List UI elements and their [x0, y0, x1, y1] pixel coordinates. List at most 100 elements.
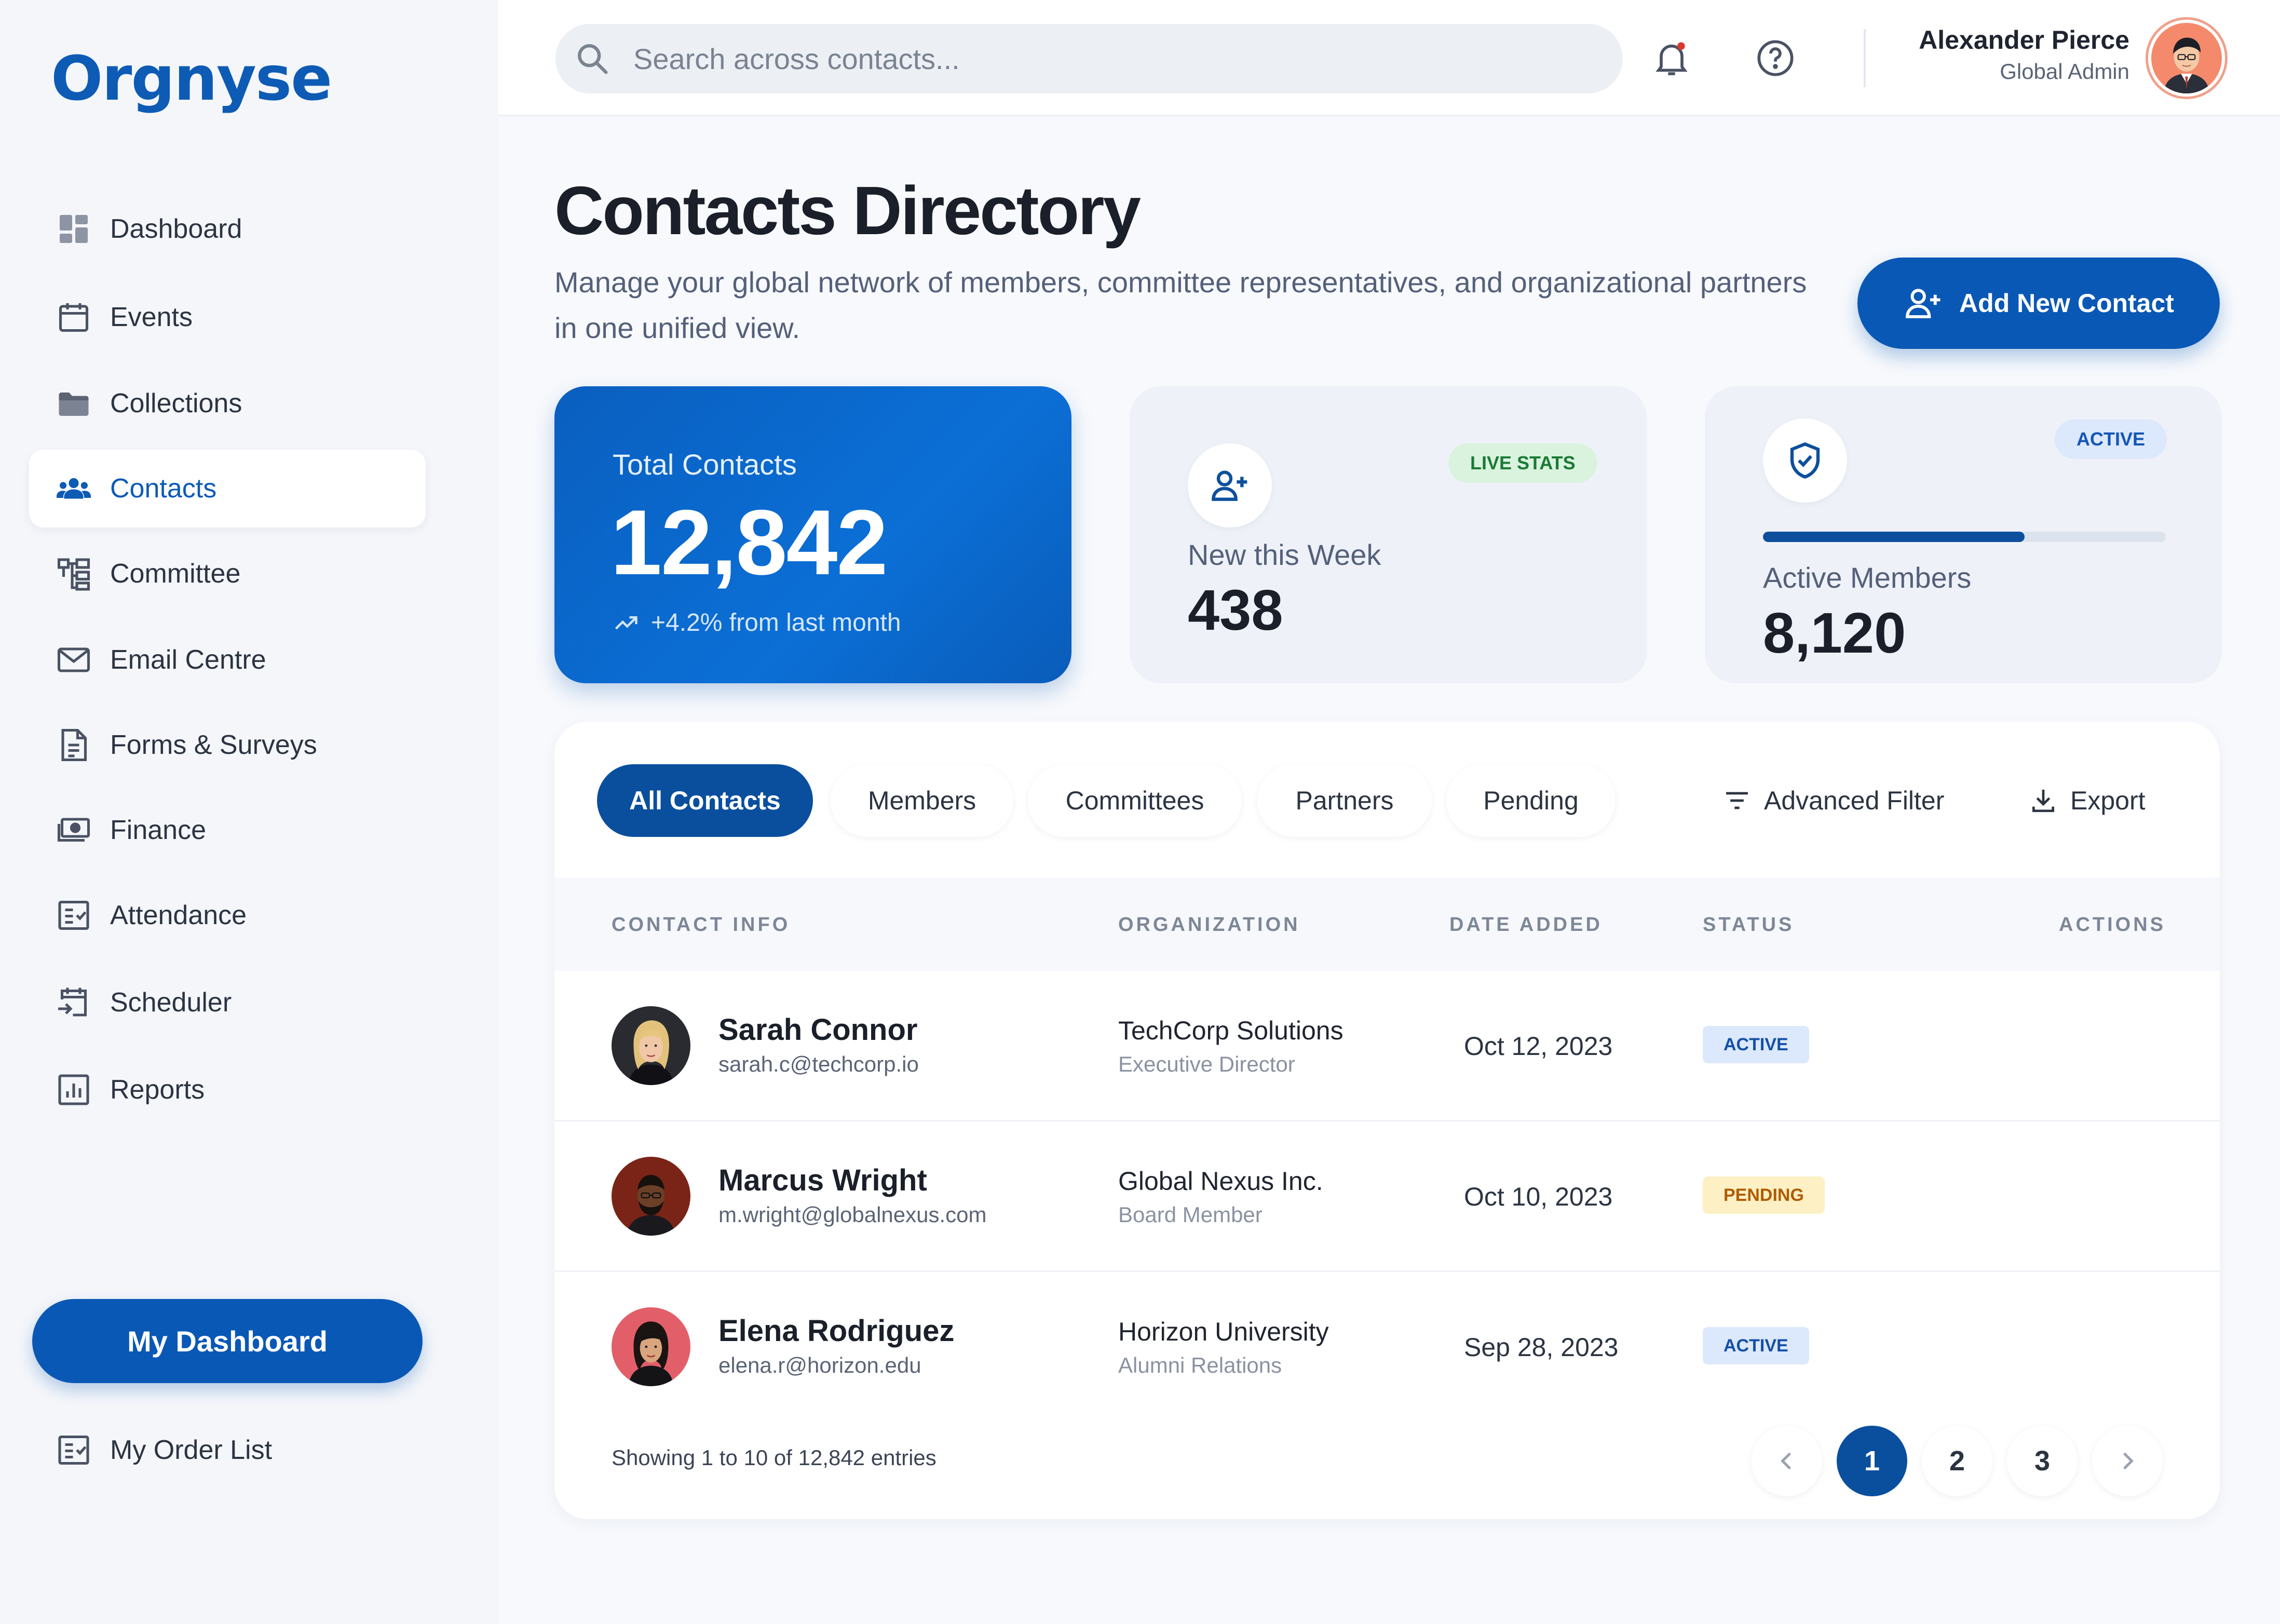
export-button[interactable]: Export: [2029, 780, 2146, 821]
date-added: Oct 10, 2023: [1464, 1182, 1613, 1211]
search-icon: [578, 44, 608, 74]
envelope-icon: [57, 647, 90, 672]
export-label: Export: [2070, 786, 2146, 815]
sidebar-item-label: Finance: [110, 815, 206, 845]
add-user-icon: [1906, 289, 1940, 318]
notification-bell-icon[interactable]: [1651, 37, 1692, 79]
tab-pending[interactable]: Pending: [1446, 764, 1616, 837]
sidebar-item-events[interactable]: Events: [29, 278, 426, 356]
organization-role: Alumni Relations: [1118, 1353, 1282, 1377]
page-button-3[interactable]: 3: [2007, 1426, 2078, 1496]
contacts-table-panel: All Contacts Members Committees Partners…: [554, 722, 2220, 1519]
live-stats-badge: LIVE STATS: [1448, 443, 1597, 483]
column-date-added[interactable]: DATE ADDED: [1449, 914, 1603, 936]
bar-report-icon: [58, 1074, 89, 1105]
tab-partners[interactable]: Partners: [1257, 764, 1432, 837]
sidebar: Orgnyse Dashboard Events Collections Con…: [0, 0, 498, 1624]
sidebar-item-label: Dashboard: [110, 214, 242, 244]
people-icon: [57, 478, 91, 499]
tab-members[interactable]: Members: [831, 764, 1013, 837]
new-this-week-card: LIVE STATS New this Week 438: [1130, 386, 1647, 683]
total-contacts-card: Total Contacts 12,842 +4.2% from last mo…: [554, 386, 1071, 683]
advanced-filter-label: Advanced Filter: [1764, 786, 1945, 815]
status-badge: ACTIVE: [1703, 1327, 1809, 1364]
folder-icon: [59, 393, 89, 416]
schedule-icon: [58, 987, 87, 1017]
advanced-filter-button[interactable]: Advanced Filter: [1722, 780, 1944, 821]
organization-role: Executive Director: [1118, 1052, 1295, 1076]
user-avatar[interactable]: [2148, 20, 2225, 97]
contact-email[interactable]: m.wright@globalnexus.com: [718, 1202, 987, 1227]
trend-text: +4.2% from last month: [651, 609, 901, 637]
table-row[interactable]: Marcus Wright m.wright@globalnexus.com G…: [554, 1121, 2220, 1272]
column-status[interactable]: STATUS: [1703, 914, 1795, 936]
new-this-week-label: New this Week: [1188, 538, 1381, 571]
total-contacts-value: 12,842: [610, 491, 888, 594]
brand-logo[interactable]: Orgnyse: [51, 43, 332, 114]
tab-committees[interactable]: Committees: [1028, 764, 1242, 837]
add-new-contact-button[interactable]: Add New Contact: [1857, 258, 2220, 349]
table-row[interactable]: Sarah Connor sarah.c@techcorp.io TechCor…: [554, 971, 2220, 1121]
sidebar-item-contacts[interactable]: Contacts: [29, 450, 426, 527]
divider: [1864, 29, 1866, 87]
sidebar-item-label: Events: [110, 302, 193, 332]
page-button-1[interactable]: 1: [1837, 1426, 1907, 1496]
download-icon: [2032, 790, 2054, 813]
help-icon[interactable]: [1755, 37, 1796, 79]
progress-fill: [1763, 532, 2025, 542]
column-organization[interactable]: ORGANIZATION: [1118, 914, 1300, 936]
total-contacts-label: Total Contacts: [613, 448, 797, 481]
sidebar-item-finance[interactable]: Finance: [29, 791, 426, 869]
search-placeholder: Search across contacts...: [633, 42, 960, 75]
contact-email[interactable]: sarah.c@techcorp.io: [718, 1052, 919, 1076]
dashboard-icon: [60, 215, 88, 243]
user-role: Global Admin: [2000, 59, 2129, 84]
sidebar-item-attendance[interactable]: Attendance: [29, 876, 426, 954]
column-contact-info[interactable]: CONTACT INFO: [612, 914, 791, 936]
total-contacts-trend: +4.2% from last month: [613, 608, 901, 637]
contact-avatar: [612, 1157, 690, 1236]
my-dashboard-button[interactable]: My Dashboard: [32, 1299, 423, 1383]
sidebar-item-committee[interactable]: Committee: [29, 535, 426, 613]
sidebar-item-email-centre[interactable]: Email Centre: [29, 621, 426, 699]
sidebar-item-label: Committee: [110, 559, 241, 589]
shield-icon-circle: [1763, 418, 1847, 503]
organization-name: TechCorp Solutions: [1118, 1016, 1343, 1045]
tab-all-contacts[interactable]: All Contacts: [597, 764, 813, 837]
trending-up-icon: [615, 616, 637, 629]
sidebar-item-dashboard[interactable]: Dashboard: [29, 190, 426, 268]
add-user-icon: [1212, 470, 1247, 501]
sidebar-item-order-list[interactable]: My Order List: [29, 1411, 426, 1489]
previous-page-button[interactable]: [1752, 1426, 1822, 1496]
contact-avatar: [612, 1307, 690, 1386]
top-bar: Search across contacts... Alexander Pier…: [498, 0, 2280, 116]
sidebar-item-forms-surveys[interactable]: Forms & Surveys: [29, 706, 426, 784]
contact-name[interactable]: Marcus Wright: [718, 1163, 927, 1197]
money-icon: [57, 818, 90, 842]
sidebar-item-scheduler[interactable]: Scheduler: [29, 964, 426, 1041]
status-badge: ACTIVE: [1703, 1026, 1809, 1063]
sidebar-item-label: Forms & Surveys: [110, 730, 317, 760]
contact-email[interactable]: elena.r@horizon.edu: [718, 1353, 921, 1377]
sidebar-item-collections[interactable]: Collections: [29, 364, 426, 442]
chevron-right-icon: [2123, 1452, 2134, 1470]
contact-name[interactable]: Elena Rodriguez: [718, 1314, 955, 1348]
active-members-label: Active Members: [1763, 561, 1972, 594]
contact-name[interactable]: Sarah Connor: [718, 1013, 918, 1047]
active-badge: ACTIVE: [2055, 419, 2167, 459]
sidebar-item-label: Scheduler: [110, 987, 232, 1018]
page-button-2[interactable]: 2: [1922, 1426, 1992, 1496]
status-badge: PENDING: [1703, 1176, 1825, 1214]
organization-role: Board Member: [1118, 1202, 1263, 1227]
table-header: CONTACT INFO ORGANIZATION DATE ADDED STA…: [554, 877, 2220, 971]
search-input[interactable]: Search across contacts...: [555, 24, 1623, 93]
sidebar-item-reports[interactable]: Reports: [29, 1051, 426, 1129]
table-row[interactable]: Elena Rodriguez elena.r@horizon.edu Hori…: [554, 1272, 2220, 1423]
pagination-summary: Showing 1 to 10 of 12,842 entries: [612, 1445, 937, 1470]
checklist-icon: [58, 1435, 89, 1465]
active-members-value: 8,120: [1763, 601, 1906, 665]
active-members-card: ACTIVE Active Members 8,120: [1705, 386, 2222, 683]
next-page-button[interactable]: [2092, 1426, 2163, 1496]
org-chart-icon: [57, 558, 90, 591]
date-added: Oct 12, 2023: [1464, 1032, 1613, 1061]
